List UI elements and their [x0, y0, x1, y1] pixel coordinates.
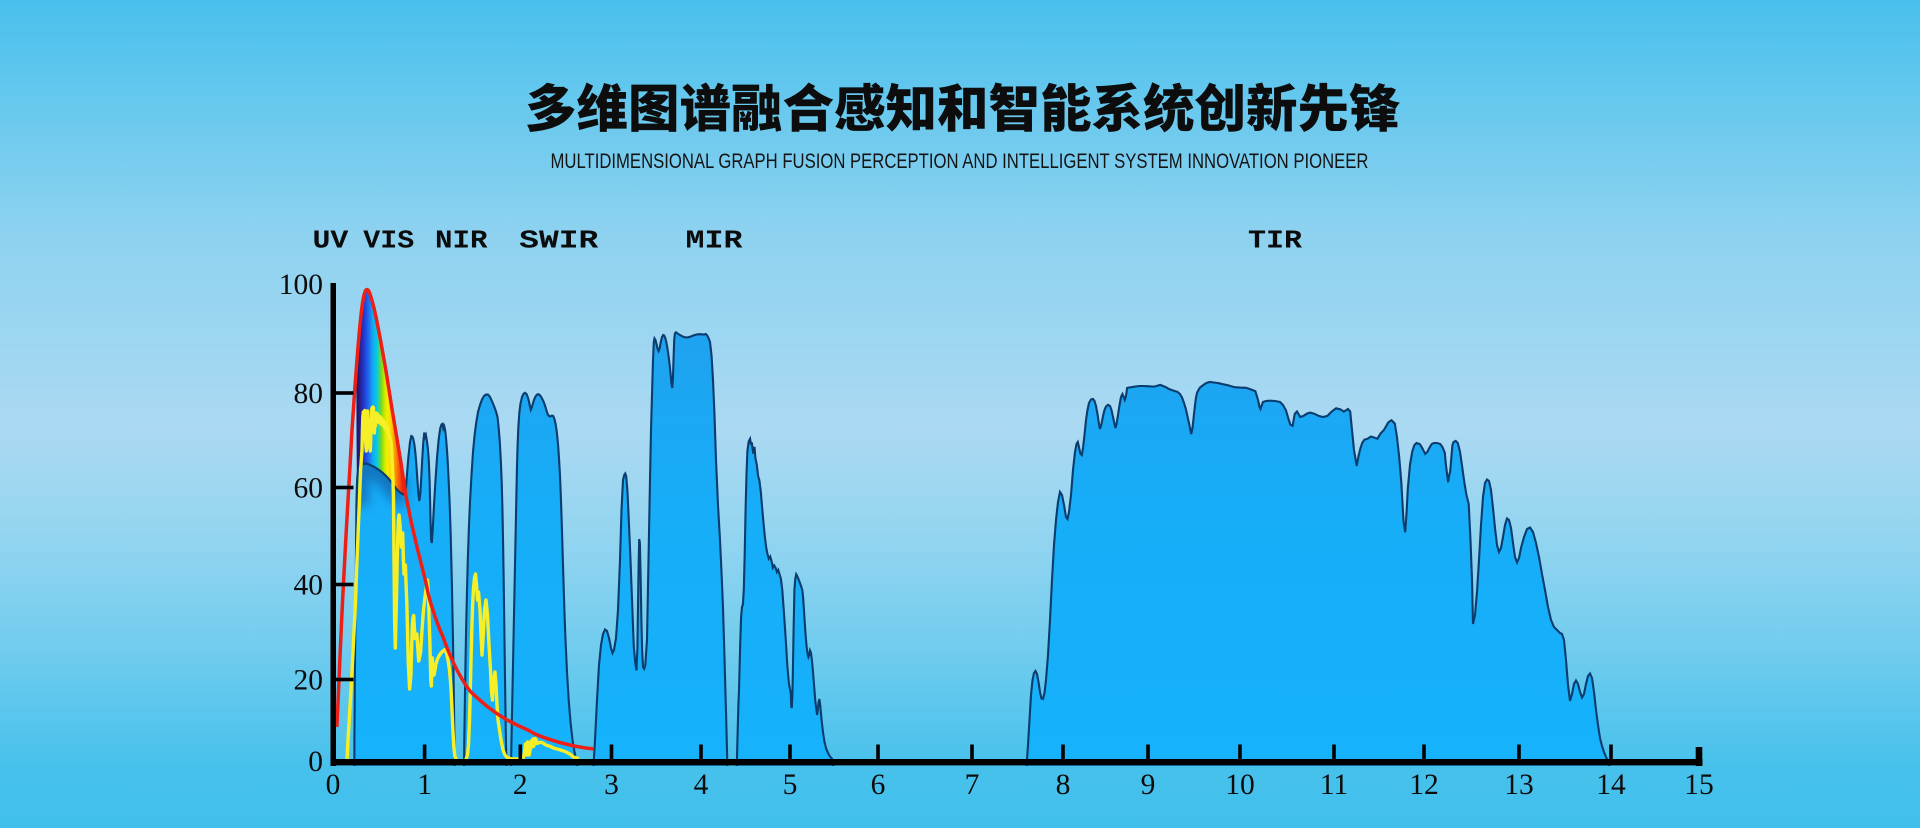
svg-text:3: 3 [604, 769, 619, 801]
svg-text:15: 15 [1684, 769, 1714, 801]
svg-text:13: 13 [1504, 769, 1534, 801]
svg-text:0: 0 [326, 769, 341, 801]
svg-text:2: 2 [513, 769, 528, 801]
svg-text:VIS: VIS [363, 227, 414, 256]
svg-text:9: 9 [1141, 769, 1156, 801]
svg-text:14: 14 [1596, 769, 1626, 801]
svg-text:MIR: MIR [686, 227, 744, 256]
svg-text:MULTIDIMENSIONAL GRAPH FUSION: MULTIDIMENSIONAL GRAPH FUSION PERCEPTION… [551, 149, 1369, 173]
svg-text:TIR: TIR [1248, 227, 1303, 256]
svg-text:0: 0 [308, 746, 323, 778]
svg-text:4: 4 [694, 769, 709, 801]
svg-text:5: 5 [783, 769, 798, 801]
svg-text:1: 1 [417, 769, 432, 801]
svg-text:11: 11 [1320, 769, 1348, 801]
svg-text:20: 20 [294, 665, 324, 697]
svg-text:10: 10 [1225, 769, 1255, 801]
svg-text:UV: UV [313, 227, 350, 256]
svg-text:12: 12 [1409, 769, 1439, 801]
svg-text:7: 7 [965, 769, 980, 801]
svg-text:40: 40 [294, 570, 324, 602]
svg-text:6: 6 [871, 769, 886, 801]
svg-text:80: 80 [294, 378, 324, 410]
svg-text:60: 60 [294, 473, 324, 505]
svg-text:SWIR: SWIR [519, 227, 599, 256]
svg-text:NIR: NIR [435, 227, 488, 256]
svg-text:100: 100 [279, 269, 323, 301]
svg-text:8: 8 [1056, 769, 1071, 801]
